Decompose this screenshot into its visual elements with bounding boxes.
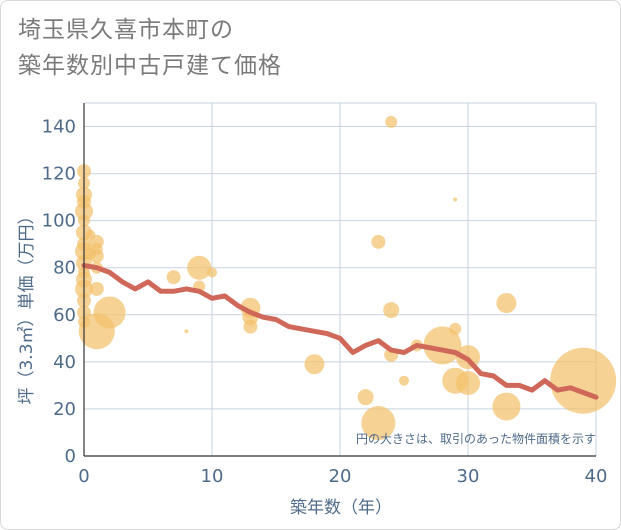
data-bubble [184,329,189,334]
data-bubble [453,197,458,202]
data-bubble [492,392,521,421]
chart-title-line1: 埼玉県久喜市本町の [18,17,234,43]
tick-labels: 0 20 40 60 80 100 120 140 0 10 20 30 40 [42,117,608,487]
data-bubble [371,234,386,249]
data-bubble [385,115,398,128]
x-tick-label: 0 [78,466,89,487]
chart-title-line2: 築年数別中古戸建て価格 [18,53,282,79]
data-bubble [456,371,480,396]
y-tick-label: 0 [65,446,76,467]
data-bubble [383,302,400,319]
data-bubble [496,293,517,314]
data-bubble [89,248,104,263]
chart-axes [83,103,596,457]
data-bubble [187,255,212,280]
x-axis-label: 築年数（年） [290,498,392,518]
y-tick-label: 80 [53,258,76,279]
bubble-layer [75,115,617,441]
y-tick-label: 140 [42,117,76,138]
data-bubble [207,267,217,278]
x-tick-label: 30 [457,466,480,487]
data-bubble [550,347,617,414]
chart-title: 埼玉県久喜市本町の 築年数別中古戸建て価格 [18,12,282,84]
y-axis-label: 坪（3.3㎡）単価（万円） [17,207,37,404]
data-bubble [166,270,181,285]
x-tick-label: 10 [201,466,224,487]
trend-layer [81,262,599,400]
data-bubble [89,281,104,296]
data-bubble [304,354,325,375]
y-tick-label: 120 [42,164,76,185]
y-tick-label: 60 [53,305,76,326]
x-tick-label: 20 [329,466,352,487]
data-bubble [423,326,462,365]
y-tick-label: 100 [42,211,76,232]
data-bubble [357,389,374,406]
y-tick-label: 40 [53,352,76,373]
size-note: 円の大きさは、取引のあった物件面積を示す [356,431,596,446]
y-tick-label: 20 [53,399,76,420]
trend-line [81,262,599,400]
data-bubble [449,322,462,335]
x-tick-label: 40 [585,466,608,487]
data-bubble [361,406,396,441]
data-bubble [93,296,126,329]
data-bubble [243,319,258,334]
data-bubble [399,375,409,386]
